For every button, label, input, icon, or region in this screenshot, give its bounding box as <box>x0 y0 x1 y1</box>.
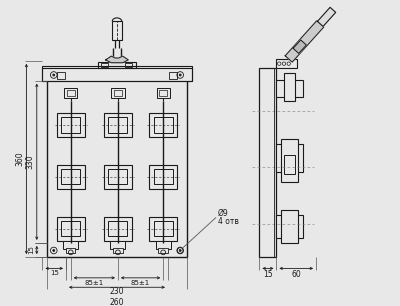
Bar <box>124 63 132 67</box>
Bar <box>276 80 303 97</box>
Bar <box>276 215 303 238</box>
Bar <box>154 221 173 236</box>
Bar <box>108 221 127 236</box>
Bar <box>260 68 276 257</box>
Bar <box>158 248 168 253</box>
Text: 15: 15 <box>50 270 59 276</box>
Bar <box>66 248 76 253</box>
Circle shape <box>179 249 181 252</box>
Bar <box>154 169 173 185</box>
Bar <box>56 72 65 79</box>
Bar <box>156 88 170 98</box>
Bar <box>104 217 132 241</box>
Polygon shape <box>293 40 306 54</box>
Polygon shape <box>285 21 324 62</box>
Bar <box>108 169 127 185</box>
Text: 60: 60 <box>291 270 301 278</box>
Text: 85±1: 85±1 <box>131 280 150 285</box>
Text: 15: 15 <box>28 245 34 255</box>
Text: Ø9: Ø9 <box>218 209 229 218</box>
Bar <box>149 113 177 137</box>
Bar <box>98 62 136 68</box>
Bar <box>63 241 78 248</box>
Bar <box>281 139 298 181</box>
Bar <box>276 59 297 68</box>
Bar <box>114 90 122 96</box>
Bar <box>47 68 187 257</box>
Bar <box>149 165 177 189</box>
Text: 230: 230 <box>110 288 124 297</box>
Bar <box>101 63 108 67</box>
Bar <box>169 72 177 79</box>
Circle shape <box>179 74 181 76</box>
Bar <box>61 221 80 236</box>
Bar <box>112 21 122 40</box>
Bar <box>64 88 77 98</box>
Bar <box>42 68 192 81</box>
Polygon shape <box>318 7 336 26</box>
Bar <box>104 113 132 137</box>
Text: 330: 330 <box>26 155 35 169</box>
Bar <box>284 155 295 174</box>
Polygon shape <box>106 56 128 63</box>
Bar <box>104 165 132 189</box>
Bar <box>154 118 173 132</box>
Bar <box>149 217 177 241</box>
Text: 260: 260 <box>110 298 124 306</box>
Bar <box>284 73 295 101</box>
Circle shape <box>53 249 55 252</box>
Bar <box>111 88 124 98</box>
Bar <box>61 169 80 185</box>
Bar <box>108 118 127 132</box>
Bar <box>56 113 85 137</box>
Text: 4 отв: 4 отв <box>218 217 239 226</box>
Circle shape <box>53 74 55 76</box>
Bar <box>42 66 192 81</box>
Bar <box>156 241 171 248</box>
Bar <box>281 210 298 243</box>
Text: 15: 15 <box>263 270 273 278</box>
Bar <box>56 165 85 189</box>
Bar <box>276 144 303 172</box>
Text: 360: 360 <box>15 152 24 166</box>
Bar <box>61 118 80 132</box>
Bar <box>110 241 126 248</box>
Bar <box>56 217 85 241</box>
Bar <box>67 90 74 96</box>
Bar <box>113 248 123 253</box>
Bar <box>160 90 167 96</box>
Text: 85±1: 85±1 <box>85 280 104 285</box>
